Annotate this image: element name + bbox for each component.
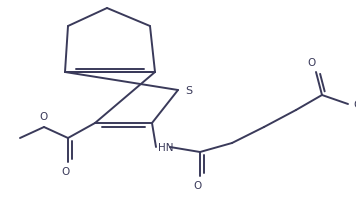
Text: HN: HN xyxy=(158,143,173,153)
Text: O: O xyxy=(39,112,47,122)
Text: OH: OH xyxy=(353,100,356,110)
Text: O: O xyxy=(307,58,315,68)
Text: S: S xyxy=(185,86,192,96)
Text: O: O xyxy=(61,167,69,177)
Text: O: O xyxy=(193,181,201,191)
